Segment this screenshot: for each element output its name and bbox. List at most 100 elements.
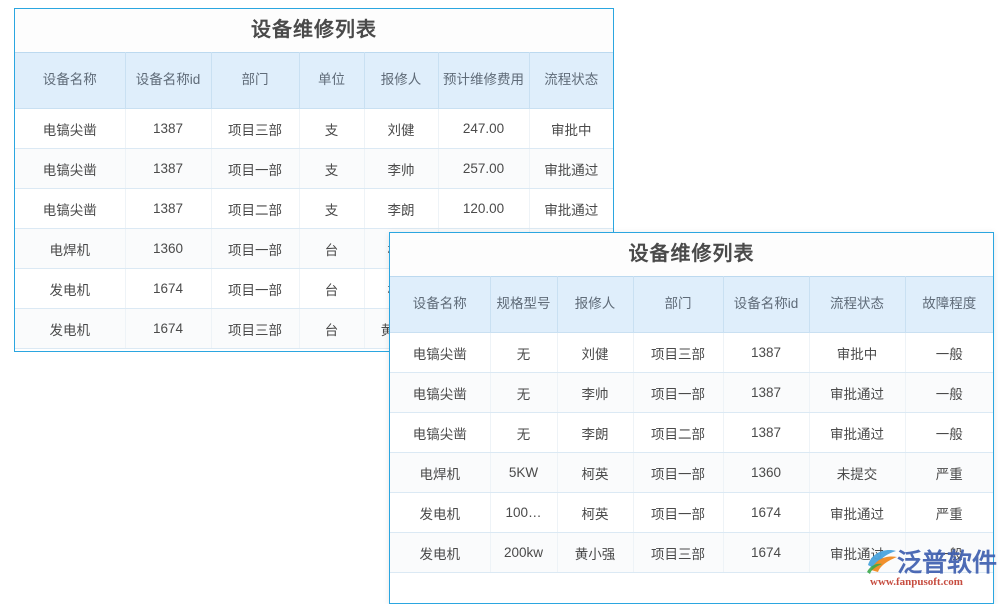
table-cell: 247.00 [438,108,530,149]
table-cell: 一般 [905,412,993,453]
table-row[interactable]: 电镐尖凿无李朗 项目二部 1387 审批通过 一般 [390,412,993,453]
table-cell: 项目三部 [211,108,300,149]
table-cell: 台 [299,308,365,349]
table-cell: 1674 [125,268,212,309]
equipment-name-link[interactable]: 电镐尖凿 [390,372,491,413]
table-row[interactable]: 电镐尖凿无李帅 项目一部 1387 审批通过 一般 [390,372,993,413]
table-row[interactable]: 电镐尖凿 1387 项目二部支李朗 120.00 审批通过 [15,188,613,229]
status-badge: 审批通过 [529,148,613,189]
equipment-name-link[interactable]: 电焊机 [15,228,126,269]
table-cell: 项目二部 [211,188,300,229]
table-row[interactable]: 发电机 100… 柯英 项目一部 1674 审批通过 严重 [390,492,993,533]
table-cell: 1674 [125,308,212,349]
table-cell: 项目二部 [633,412,724,453]
table-cell: 支 [299,188,365,229]
table-cell: 200kw [490,532,558,573]
table-row[interactable]: 发电机 200kw 黄小强 项目三部 1674 审批通过 一般 [390,532,993,573]
table-cell: 项目三部 [633,532,724,573]
status-badge: 未提交 [809,452,906,493]
equipment-name-link[interactable]: 电镐尖凿 [390,412,491,453]
back-table-column-header[interactable]: 报修人 [364,52,439,109]
table-cell: 台 [299,228,365,269]
status-badge: 审批中 [529,108,613,149]
table-cell: 一般 [905,332,993,373]
table-cell: 无 [490,332,558,373]
table-cell: 严重 [905,492,993,533]
status-badge: 审批中 [809,332,906,373]
table-cell: 一般 [905,372,993,413]
table-cell: 1674 [723,532,810,573]
equipment-name-link[interactable]: 发电机 [15,308,126,349]
equipment-name-link[interactable]: 电镐尖凿 [390,332,491,373]
reporter-link[interactable]: 刘健 [557,332,634,373]
table-cell: 1674 [723,492,810,533]
equipment-name-link[interactable]: 电镐尖凿 [15,148,126,189]
equipment-name-link[interactable]: 发电机 [390,532,491,573]
table-row[interactable]: 电镐尖凿 1387 项目三部支刘健 247.00 审批中 [15,108,613,149]
status-badge: 审批通过 [809,372,906,413]
back-table-column-header[interactable]: 预计维修费用 [438,52,530,109]
front-table-column-header[interactable]: 部门 [633,276,724,333]
status-badge: 审批通过 [809,492,906,533]
front-table-column-header[interactable]: 报修人 [557,276,634,333]
front-equipment-repair-panel: 设备维修列表 设备名称 规格型号 报修人 部门 设备名称id 流程状态 故障程度 电镐尖凿无… [389,232,994,604]
back-panel-title: 设备维修列表 [15,9,613,52]
equipment-name-link[interactable]: 发电机 [15,268,126,309]
table-cell: 项目一部 [211,148,300,189]
table-cell: 100… [490,492,558,533]
back-table-column-header[interactable]: 部门 [211,52,300,109]
front-table-column-header[interactable]: 故障程度 [905,276,993,333]
table-cell: 项目一部 [633,492,724,533]
reporter-link[interactable]: 李朗 [557,412,634,453]
front-table-column-header[interactable]: 设备名称 [390,276,491,333]
front-panel-title: 设备维修列表 [390,233,993,276]
table-cell: 1387 [723,332,810,373]
table-cell: 严重 [905,452,993,493]
table-cell: 项目一部 [633,372,724,413]
table-cell: 一般 [905,532,993,573]
equipment-name-link[interactable]: 电镐尖凿 [15,108,126,149]
table-cell: 项目一部 [211,268,300,309]
front-table-column-header[interactable]: 规格型号 [490,276,558,333]
reporter-link[interactable]: 柯英 [557,452,634,493]
table-cell: 1387 [125,108,212,149]
back-table-header-row: 设备名称 设备名称id 部门 单位 报修人 预计维修费用 流程状态 [15,52,613,109]
table-cell: 无 [490,412,558,453]
back-table-column-header[interactable]: 单位 [299,52,365,109]
table-cell: 1387 [125,188,212,229]
table-cell: 台 [299,268,365,309]
reporter-link[interactable]: 李帅 [557,372,634,413]
reporter-link[interactable]: 黄小强 [557,532,634,573]
table-cell: 1387 [125,148,212,189]
front-table-column-header[interactable]: 设备名称id [723,276,810,333]
back-table-column-header[interactable]: 设备名称 [15,52,126,109]
equipment-name-link[interactable]: 电镐尖凿 [15,188,126,229]
table-cell: 支 [299,108,365,149]
table-row[interactable]: 电镐尖凿 1387 项目一部支李帅 257.00 审批通过 [15,148,613,189]
table-cell: 1387 [723,412,810,453]
table-cell: 5KW [490,452,558,493]
back-table-column-header[interactable]: 设备名称id [125,52,212,109]
table-cell: 项目一部 [633,452,724,493]
front-table-column-header[interactable]: 流程状态 [809,276,906,333]
reporter-link[interactable]: 李帅 [364,148,439,189]
table-cell: 1360 [125,228,212,269]
table-cell: 1360 [723,452,810,493]
status-badge: 审批通过 [809,412,906,453]
table-cell: 257.00 [438,148,530,189]
front-table-header-row: 设备名称 规格型号 报修人 部门 设备名称id 流程状态 故障程度 [390,276,993,333]
equipment-name-link[interactable]: 发电机 [390,492,491,533]
table-cell: 120.00 [438,188,530,229]
reporter-link[interactable]: 柯英 [557,492,634,533]
table-cell: 无 [490,372,558,413]
status-badge: 审批通过 [529,188,613,229]
table-row[interactable]: 电镐尖凿无刘健 项目三部 1387 审批中 一般 [390,332,993,373]
back-table-column-header[interactable]: 流程状态 [529,52,613,109]
equipment-name-link[interactable]: 电焊机 [390,452,491,493]
table-cell: 项目三部 [633,332,724,373]
reporter-link[interactable]: 刘健 [364,108,439,149]
table-row[interactable]: 电焊机 5KW 柯英 项目一部 1360 未提交 严重 [390,452,993,493]
reporter-link[interactable]: 李朗 [364,188,439,229]
table-cell: 项目一部 [211,228,300,269]
table-cell: 支 [299,148,365,189]
